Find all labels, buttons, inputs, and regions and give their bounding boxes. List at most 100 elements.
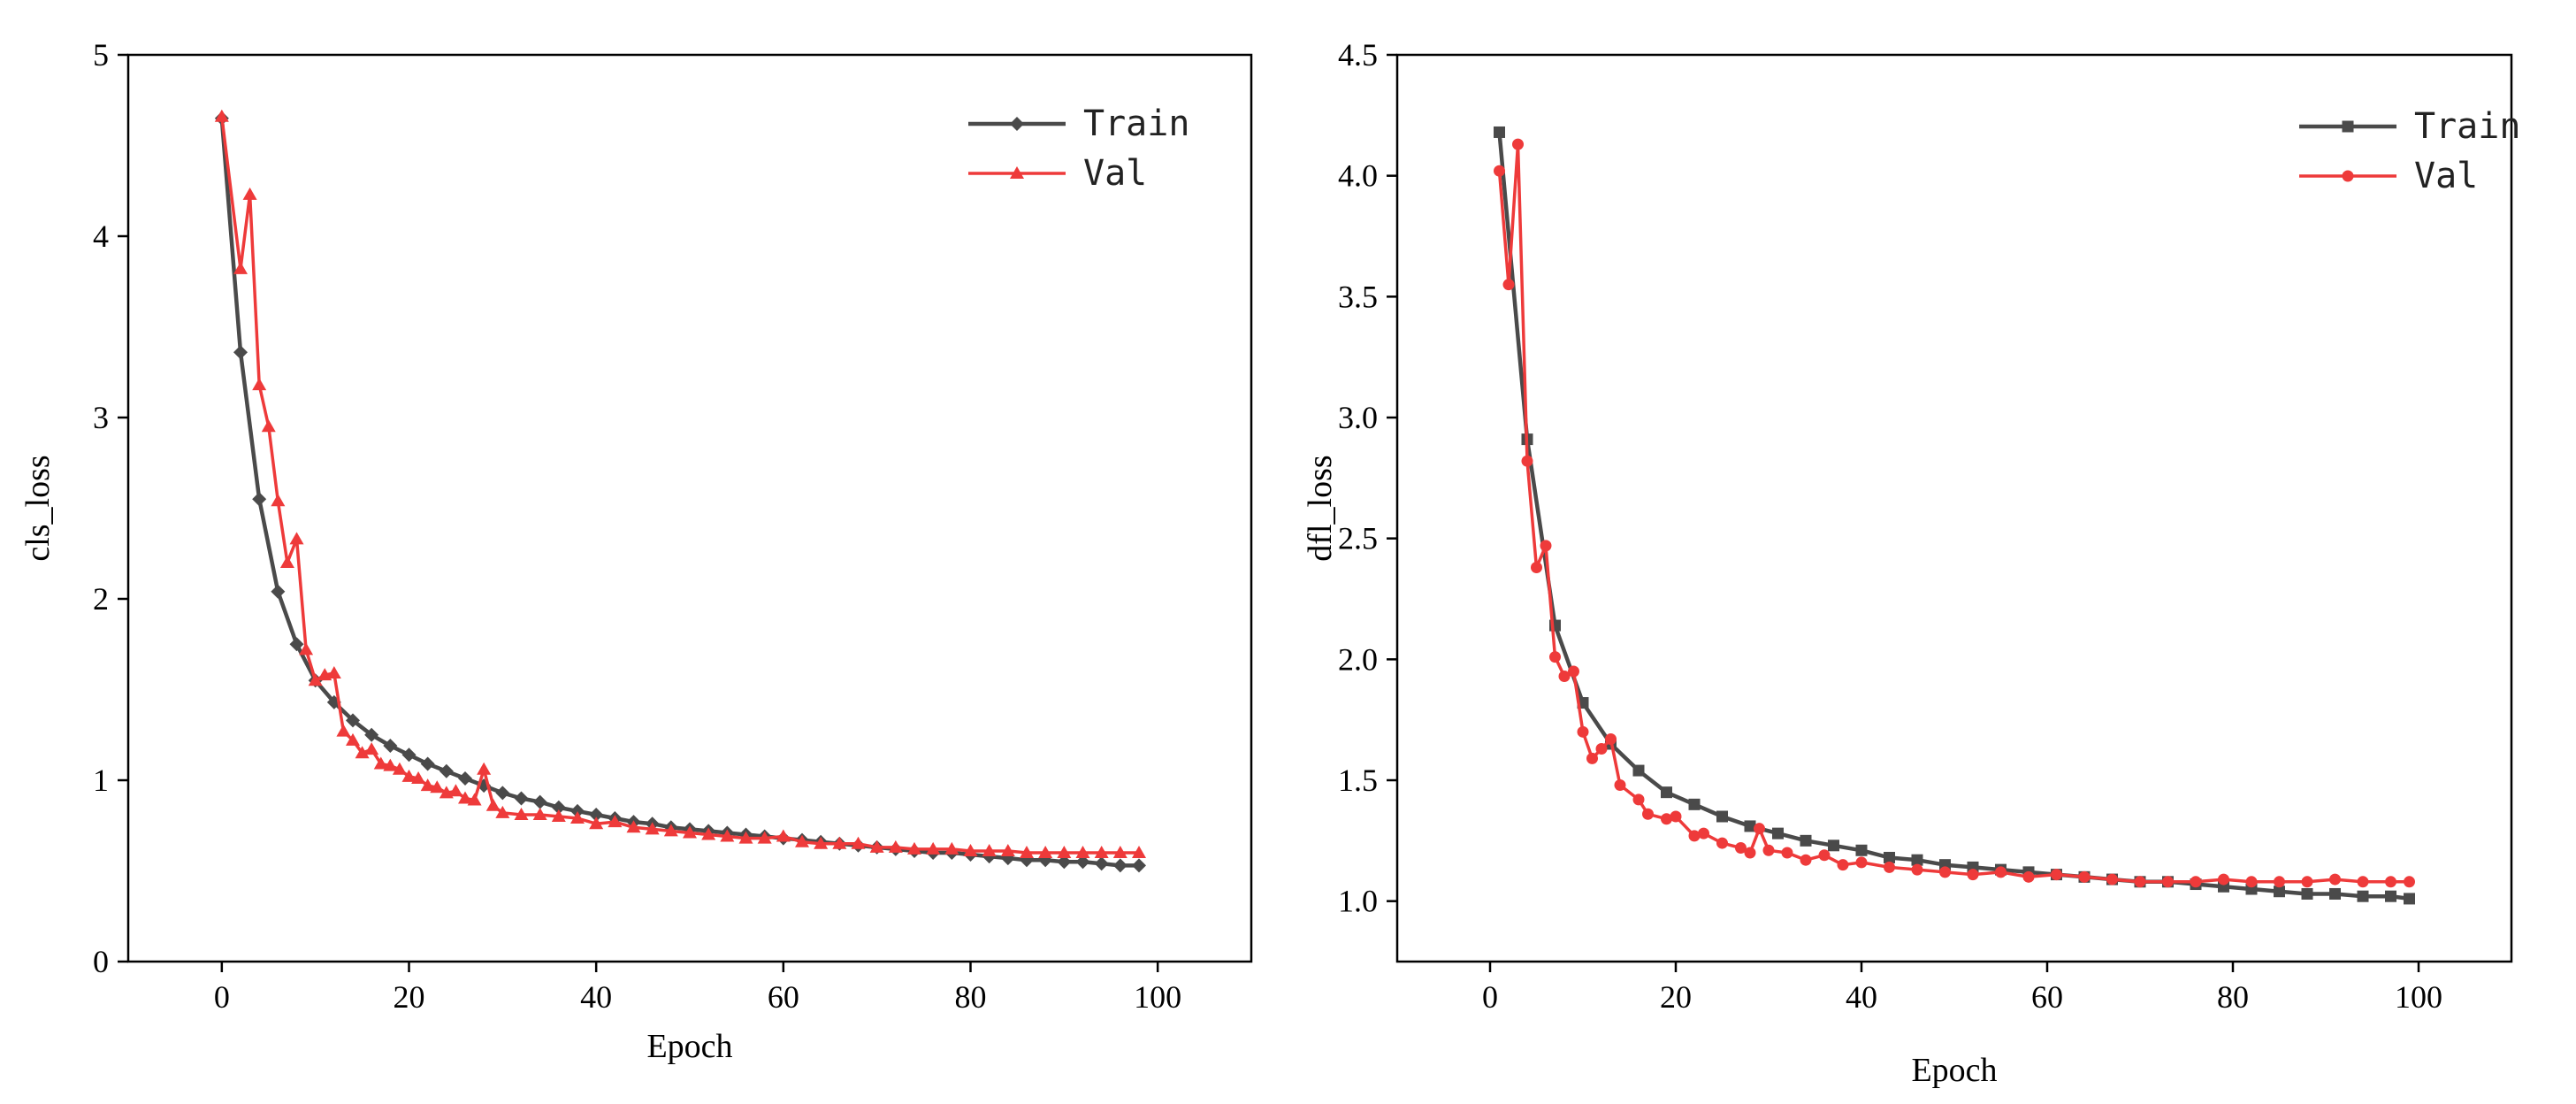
data-point xyxy=(2134,876,2146,888)
data-point xyxy=(663,824,678,837)
data-point xyxy=(814,836,829,849)
data-point xyxy=(242,187,257,200)
data-point xyxy=(2190,876,2202,888)
legend-label: Train xyxy=(2414,106,2520,147)
data-point xyxy=(589,807,604,822)
data-point xyxy=(1577,725,1589,738)
data-point xyxy=(1716,810,1728,823)
series-line-train xyxy=(1497,132,2410,901)
dfl-loss-chart: 0 20 40 60 80 100 1.0 1.5 2.0 2.5 3.0 3.5 4.0 4.5 Epoc… xyxy=(1302,37,2520,1089)
data-point xyxy=(626,820,641,833)
legend-marker xyxy=(1010,117,1024,131)
data-point xyxy=(1512,138,1524,150)
legend: Train Val xyxy=(968,104,1189,194)
y-tick-label: 1.5 xyxy=(1338,763,1378,798)
data-point xyxy=(458,791,472,804)
cls-loss-chart: 0 20 40 60 80 100 0 1 2 3 4 5 Epoch cls_loss Train Val xyxy=(19,37,1253,1065)
data-point xyxy=(392,762,407,775)
series-val xyxy=(214,109,1146,858)
data-point xyxy=(271,584,286,599)
x-tick-label: 0 xyxy=(1482,979,1498,1015)
data-point xyxy=(1020,846,1034,858)
data-point xyxy=(963,843,978,856)
y-tick-label: 3.5 xyxy=(1338,279,1378,314)
data-point xyxy=(1716,837,1728,849)
data-point xyxy=(364,742,379,755)
x-tick-label: 60 xyxy=(768,979,799,1015)
data-point xyxy=(608,815,623,828)
x-tick-label: 60 xyxy=(2031,979,2063,1015)
plot-frame xyxy=(1395,53,2513,963)
data-point xyxy=(383,758,398,771)
data-point xyxy=(299,642,314,656)
data-point xyxy=(1057,846,1072,858)
data-point xyxy=(982,843,997,856)
data-point xyxy=(683,825,697,839)
data-point xyxy=(1818,849,1831,862)
data-point xyxy=(289,637,304,652)
series-train xyxy=(1494,126,2415,905)
legend-label: Val xyxy=(1083,153,1147,194)
data-point xyxy=(1632,764,1645,777)
y-tick-label: 3 xyxy=(93,400,109,435)
series-train xyxy=(214,111,1146,873)
data-point xyxy=(1502,279,1515,291)
data-point xyxy=(2078,870,2091,883)
data-point xyxy=(570,811,585,824)
y-tick-label: 2.5 xyxy=(1338,521,1378,556)
data-point xyxy=(346,713,360,728)
data-point xyxy=(2385,890,2396,902)
data-point xyxy=(2385,876,2396,888)
data-point xyxy=(1661,786,1672,799)
data-point xyxy=(2274,886,2285,898)
data-point xyxy=(1939,866,1951,878)
data-point xyxy=(1112,858,1127,873)
y-tick-label: 1.0 xyxy=(1338,884,1378,919)
legend-marker xyxy=(1010,166,1024,179)
y-tick-label: 1 xyxy=(93,763,109,798)
data-point xyxy=(495,805,510,818)
data-point xyxy=(477,762,492,775)
data-point xyxy=(383,739,398,754)
data-point xyxy=(1995,866,2007,878)
data-point xyxy=(2357,876,2369,888)
data-point xyxy=(326,666,341,679)
data-point xyxy=(439,763,454,778)
data-point xyxy=(1521,455,1533,467)
data-point xyxy=(1661,813,1672,825)
data-point xyxy=(336,724,351,737)
data-point xyxy=(467,793,482,806)
data-point xyxy=(1781,847,1793,859)
data-point xyxy=(252,492,267,507)
data-point xyxy=(1744,820,1756,832)
data-point xyxy=(757,831,772,844)
data-point xyxy=(2301,887,2313,900)
y-tick-label: 4.5 xyxy=(1338,37,1378,73)
data-point xyxy=(420,756,435,771)
x-tick-label: 0 xyxy=(214,979,230,1015)
data-point xyxy=(1132,858,1146,873)
data-point xyxy=(1132,846,1146,858)
data-point xyxy=(1494,165,1505,177)
data-point xyxy=(1688,798,1701,810)
x-tick-label: 40 xyxy=(580,979,612,1015)
data-point xyxy=(289,532,304,545)
data-point xyxy=(2404,876,2415,888)
x-tick-label: 80 xyxy=(955,979,987,1015)
data-point xyxy=(261,419,276,433)
data-point xyxy=(532,794,547,809)
data-point xyxy=(1038,846,1053,858)
x-tick-label: 100 xyxy=(2395,979,2442,1015)
data-point xyxy=(1670,810,1682,823)
data-point xyxy=(1744,847,1756,859)
data-point xyxy=(1632,794,1645,806)
data-point xyxy=(1494,126,1505,138)
data-point xyxy=(1800,834,1812,847)
data-point xyxy=(214,109,229,122)
data-point xyxy=(495,786,510,801)
data-point xyxy=(2404,893,2415,905)
data-point xyxy=(1762,844,1775,856)
x-tick-label: 20 xyxy=(1660,979,1692,1015)
legend-marker xyxy=(2342,170,2354,182)
